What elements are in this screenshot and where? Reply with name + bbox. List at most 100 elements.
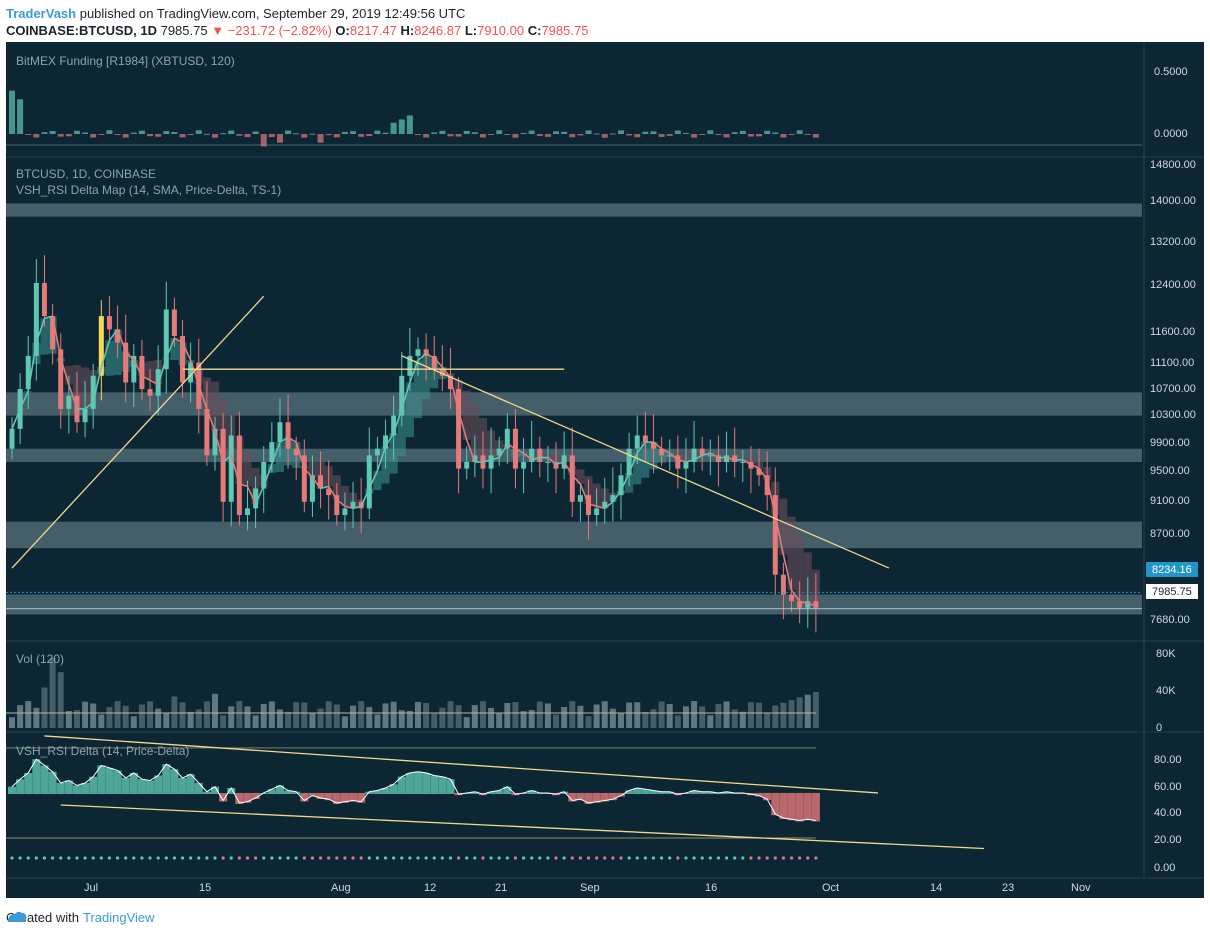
volume-bar [122,705,129,728]
funding-bar [642,131,649,134]
funding-bar [260,134,267,147]
rsi-bar [763,792,772,801]
funding-bar [626,134,633,136]
rsi-bar [8,786,16,794]
funding-bar [699,134,706,135]
trendlines[interactable] [6,295,1142,610]
candle-body [41,282,47,317]
ma-segment [125,350,135,361]
funding-bar [772,132,779,134]
volume-bar [439,707,446,728]
ma-segment [320,485,329,490]
rsi-bar [470,791,479,794]
funding-bar [561,131,568,134]
rsi-bar [503,786,512,794]
rsi-bar [89,776,98,794]
tradingview-brand[interactable]: TradingView [82,910,155,925]
funding-bar [17,99,24,134]
funding-bar [390,122,397,134]
volume-bar [431,713,438,728]
rsi-bar [32,759,41,794]
low-value: 7910.00 [477,23,525,38]
rsi-dot [164,856,168,860]
volume-bar [33,707,40,728]
funding-bar [447,134,454,137]
volume-bar [187,711,194,728]
candle-body [447,375,453,390]
ma-segment [685,459,695,463]
candle-body [569,455,575,502]
panel-separators [6,42,1204,879]
rsi-bar [389,784,398,794]
rsi-dot [172,856,176,860]
volume-bar [301,702,308,728]
volume-bar [317,708,324,728]
candle-body [301,455,307,502]
candle-body [123,342,129,383]
candle-body [25,355,31,390]
candle-body [163,309,169,370]
rsi-dot [140,856,144,860]
funding-bar [106,130,113,134]
ma-segment [141,375,151,381]
rsi-tick: 40.00 [1154,807,1182,819]
funding-bar [634,134,641,138]
ma-segment [376,446,387,472]
ma-segment [465,439,476,463]
volume-bar [739,711,746,728]
author-link[interactable]: TraderVash [6,6,77,21]
footer: Created with TradingView [6,910,155,925]
candle-body [285,422,291,449]
rsi-dot [643,856,647,860]
rsi-bar [657,791,666,794]
candle-body [464,461,470,469]
rsi-dot [270,856,274,860]
chart-area[interactable]: BitMEX Funding [R1984] (XBTUSD, 120) BTC… [6,42,1204,898]
funding-bar [577,134,584,136]
funding-bar [98,134,105,135]
rsi-dot [327,856,331,860]
ma-segment [498,443,509,458]
rsi-trendline [44,735,879,794]
funding-bar [707,130,714,134]
ma-segment [344,505,354,510]
chart-header: TraderVash published on TradingView.com,… [6,5,588,39]
rsi-bar [811,792,820,822]
ma-segment [571,474,581,485]
ma-segment [157,357,168,385]
rsi-tick: 80.00 [1154,754,1182,766]
funding-bar [155,134,162,137]
ma-segment [669,452,679,461]
rsi-bar [438,776,447,794]
cloud-segment [413,360,423,419]
volume-bar [553,714,560,728]
funding-bar [90,134,97,138]
ma-segment [515,448,524,454]
candle-body [797,601,803,608]
candle-body [691,448,697,462]
funding-bar [504,134,511,135]
funding-bar [9,90,15,134]
funding-bar [309,133,316,135]
ma-segment [774,514,785,555]
candle-body [431,355,437,370]
funding-bar [49,131,56,134]
rsi-dot [99,856,103,860]
rsi-bar [324,792,333,801]
volume-bar [260,703,267,728]
candle-body [545,461,551,463]
funding-bar [415,134,421,135]
rsi-bar [340,792,349,803]
chart-svg[interactable]: BitMEX Funding [R1984] (XBTUSD, 120) BTC… [6,42,1204,898]
rsi-bar [576,792,585,801]
rsi-bar [665,791,674,794]
rsi-dot [335,856,339,860]
candle-body [789,594,795,602]
open-value: 8217.47 [349,23,397,38]
volume-bar [512,701,519,728]
funding-bar [398,119,405,134]
funding-bar [268,134,275,138]
candle-body [66,395,72,409]
ma-segment [726,456,735,461]
volume-bar [333,704,340,728]
